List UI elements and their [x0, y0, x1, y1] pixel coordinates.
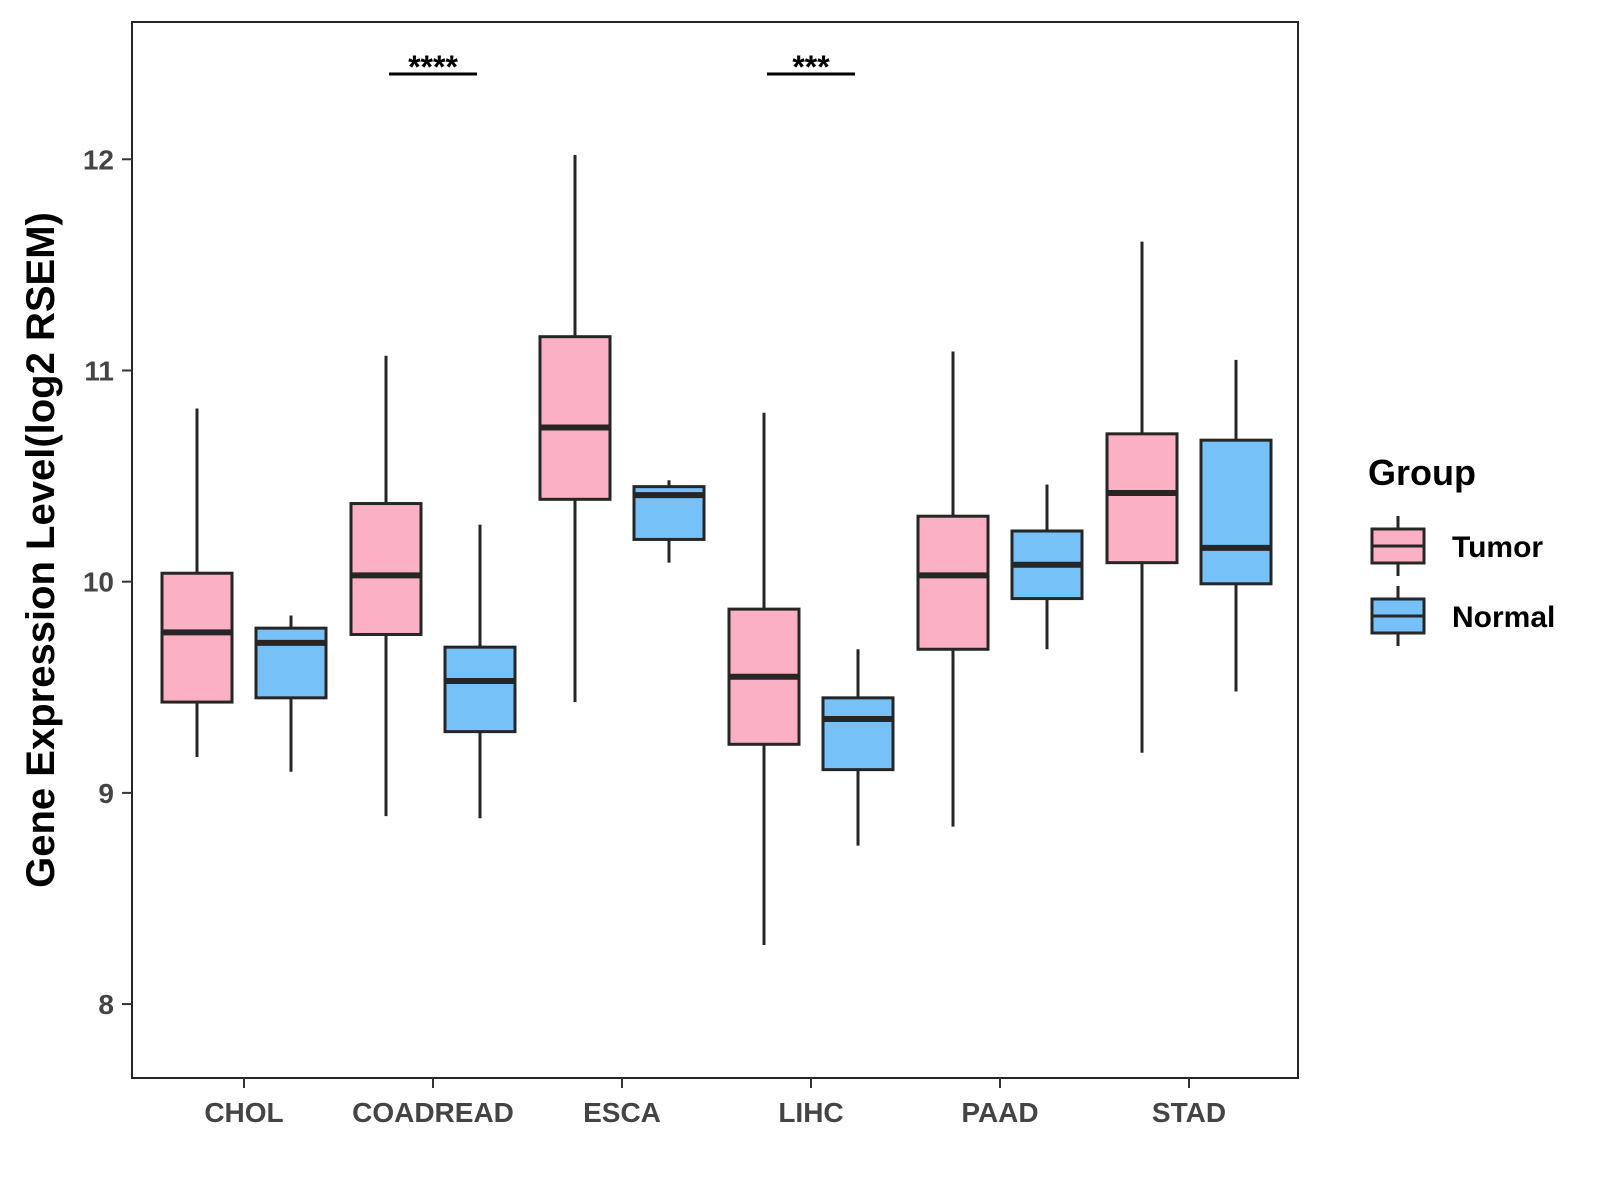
box-normal-paad [1010, 484, 1084, 650]
box-tumor-coadread [349, 355, 423, 817]
box-normal-coadread [443, 524, 517, 819]
x-tick-label-paad: PAAD [961, 1097, 1038, 1128]
legend-title: Group [1368, 452, 1476, 493]
box-body [916, 514, 990, 651]
legend-label-normal: Normal [1452, 601, 1555, 634]
box-body [349, 502, 423, 636]
box-tumor-esca [538, 155, 612, 703]
box-tumor-lihc [727, 412, 801, 945]
plot-panel-border [131, 21, 1299, 1079]
box-body [538, 335, 612, 501]
box-body [1105, 432, 1179, 565]
x-tick-label-stad: STAD [1152, 1097, 1226, 1128]
box-tumor-chol [160, 408, 234, 757]
box-body [443, 645, 517, 734]
legend-item-tumor: Tumor [1370, 516, 1543, 576]
y-tick-label: 12 [83, 144, 114, 175]
x-tick-label-coadread: COADREAD [352, 1097, 514, 1128]
box-body [160, 571, 234, 704]
legend-item-normal: Normal [1370, 586, 1555, 646]
y-tick-label: 8 [98, 989, 114, 1020]
significance-label-lihc: *** [792, 49, 830, 85]
box-body [1199, 438, 1273, 586]
x-tick-label-chol: CHOL [204, 1097, 283, 1128]
y-tick-label: 9 [98, 778, 114, 809]
x-tick-label-esca: ESCA [583, 1097, 661, 1128]
significance-label-coadread: **** [408, 49, 458, 85]
box-normal-esca [632, 480, 706, 563]
y-tick-label: 10 [83, 567, 114, 598]
box-normal-chol [254, 615, 328, 772]
box-tumor-stad [1105, 241, 1179, 753]
y-tick-label: 11 [84, 355, 114, 386]
box-body [254, 626, 328, 700]
box-normal-stad [1199, 359, 1273, 692]
box-normal-lihc [821, 649, 895, 846]
x-tick-label-lihc: LIHC [778, 1097, 843, 1128]
legend-label-tumor: Tumor [1452, 531, 1543, 564]
box-tumor-paad [916, 351, 990, 827]
y-axis-title: Gene Expression Level(log2 RSEM) [19, 212, 63, 888]
box-body [821, 696, 895, 772]
